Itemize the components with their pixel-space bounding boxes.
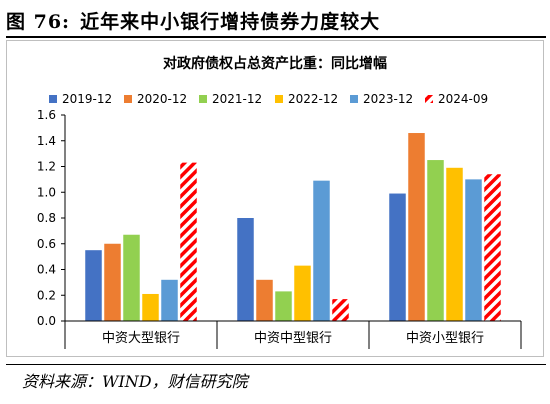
y-tick-label: 0.2 bbox=[37, 288, 56, 302]
legend-swatch bbox=[49, 95, 57, 103]
figure-header: 图 76: 近年来中小银行增持债券力度较大 bbox=[6, 4, 546, 36]
legend-swatch bbox=[425, 95, 433, 103]
legend-swatch bbox=[275, 95, 283, 103]
y-tick-label: 1.0 bbox=[37, 185, 56, 199]
bar bbox=[85, 250, 102, 321]
legend-item: 2021-12 bbox=[199, 92, 262, 106]
chart-container: 对政府债权占总资产比重：同比增幅 2019-12 2020-12 2021-12 20… bbox=[6, 40, 544, 357]
bar bbox=[104, 243, 121, 321]
legend-label: 2023-12 bbox=[363, 92, 413, 106]
legend-item: 2019-12 bbox=[49, 92, 112, 106]
bar bbox=[484, 174, 501, 321]
legend-swatch bbox=[350, 95, 358, 103]
header-rule bbox=[6, 36, 546, 38]
source-note: 资料来源：WIND，财信研究院 bbox=[22, 372, 248, 391]
x-tick-label: 中资大型银行 bbox=[102, 331, 180, 346]
y-tick-label: 0.8 bbox=[37, 211, 56, 225]
y-tick-label: 1.6 bbox=[37, 108, 56, 122]
y-axis: 0.0 0.2 0.4 0.6 0.8 1.0 1.2 1.4 1.6 bbox=[37, 108, 66, 328]
legend-swatch bbox=[199, 95, 207, 103]
bar bbox=[389, 193, 406, 321]
y-tick-label: 0.0 bbox=[37, 314, 56, 328]
bar bbox=[237, 218, 254, 321]
bar bbox=[180, 162, 197, 321]
x-axis: 中资大型银行 中资中型银行 中资小型银行 bbox=[64, 320, 522, 349]
footer-rule bbox=[6, 364, 546, 365]
chart-legend: 2019-12 2020-12 2021-12 2022-12 2023-12 2024-… bbox=[49, 92, 488, 106]
y-tick-label: 0.6 bbox=[37, 237, 56, 251]
bar bbox=[408, 133, 425, 321]
bar bbox=[465, 179, 482, 321]
x-tick-label: 中资中型银行 bbox=[254, 331, 332, 346]
bar-chart: 对政府债权占总资产比重：同比增幅 2019-12 2020-12 2021-12 20… bbox=[37, 55, 522, 349]
bar bbox=[142, 293, 159, 321]
bar bbox=[275, 291, 292, 321]
bar bbox=[313, 180, 330, 321]
figure-title: 近年来中小银行增持债券力度较大 bbox=[80, 10, 381, 33]
bars bbox=[85, 133, 501, 321]
bar bbox=[294, 265, 311, 321]
legend-label: 2019-12 bbox=[62, 92, 112, 106]
legend-item: 2023-12 bbox=[350, 92, 413, 106]
figure-number: 图 76: bbox=[6, 10, 71, 33]
legend-swatch bbox=[124, 95, 132, 103]
legend-label: 2022-12 bbox=[288, 92, 338, 106]
legend-item: 2022-12 bbox=[275, 92, 338, 106]
legend-label: 2024-09 bbox=[438, 92, 488, 106]
bar bbox=[332, 299, 349, 321]
y-tick-label: 1.2 bbox=[37, 160, 56, 174]
bar bbox=[427, 160, 444, 321]
bar bbox=[161, 279, 178, 321]
bar bbox=[446, 167, 463, 321]
y-tick-label: 0.4 bbox=[37, 263, 56, 277]
bar bbox=[123, 234, 140, 321]
y-tick-label: 1.4 bbox=[37, 134, 56, 148]
chart-title: 对政府债权占总资产比重：同比增幅 bbox=[163, 55, 387, 72]
legend-item: 2020-12 bbox=[124, 92, 187, 106]
legend-label: 2021-12 bbox=[212, 92, 262, 106]
x-tick-label: 中资小型银行 bbox=[406, 331, 484, 346]
legend-label: 2020-12 bbox=[137, 92, 187, 106]
legend-item: 2024-09 bbox=[425, 92, 488, 106]
bar bbox=[256, 279, 273, 321]
